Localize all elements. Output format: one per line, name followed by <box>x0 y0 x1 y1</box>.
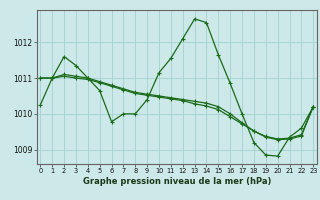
X-axis label: Graphe pression niveau de la mer (hPa): Graphe pression niveau de la mer (hPa) <box>83 177 271 186</box>
